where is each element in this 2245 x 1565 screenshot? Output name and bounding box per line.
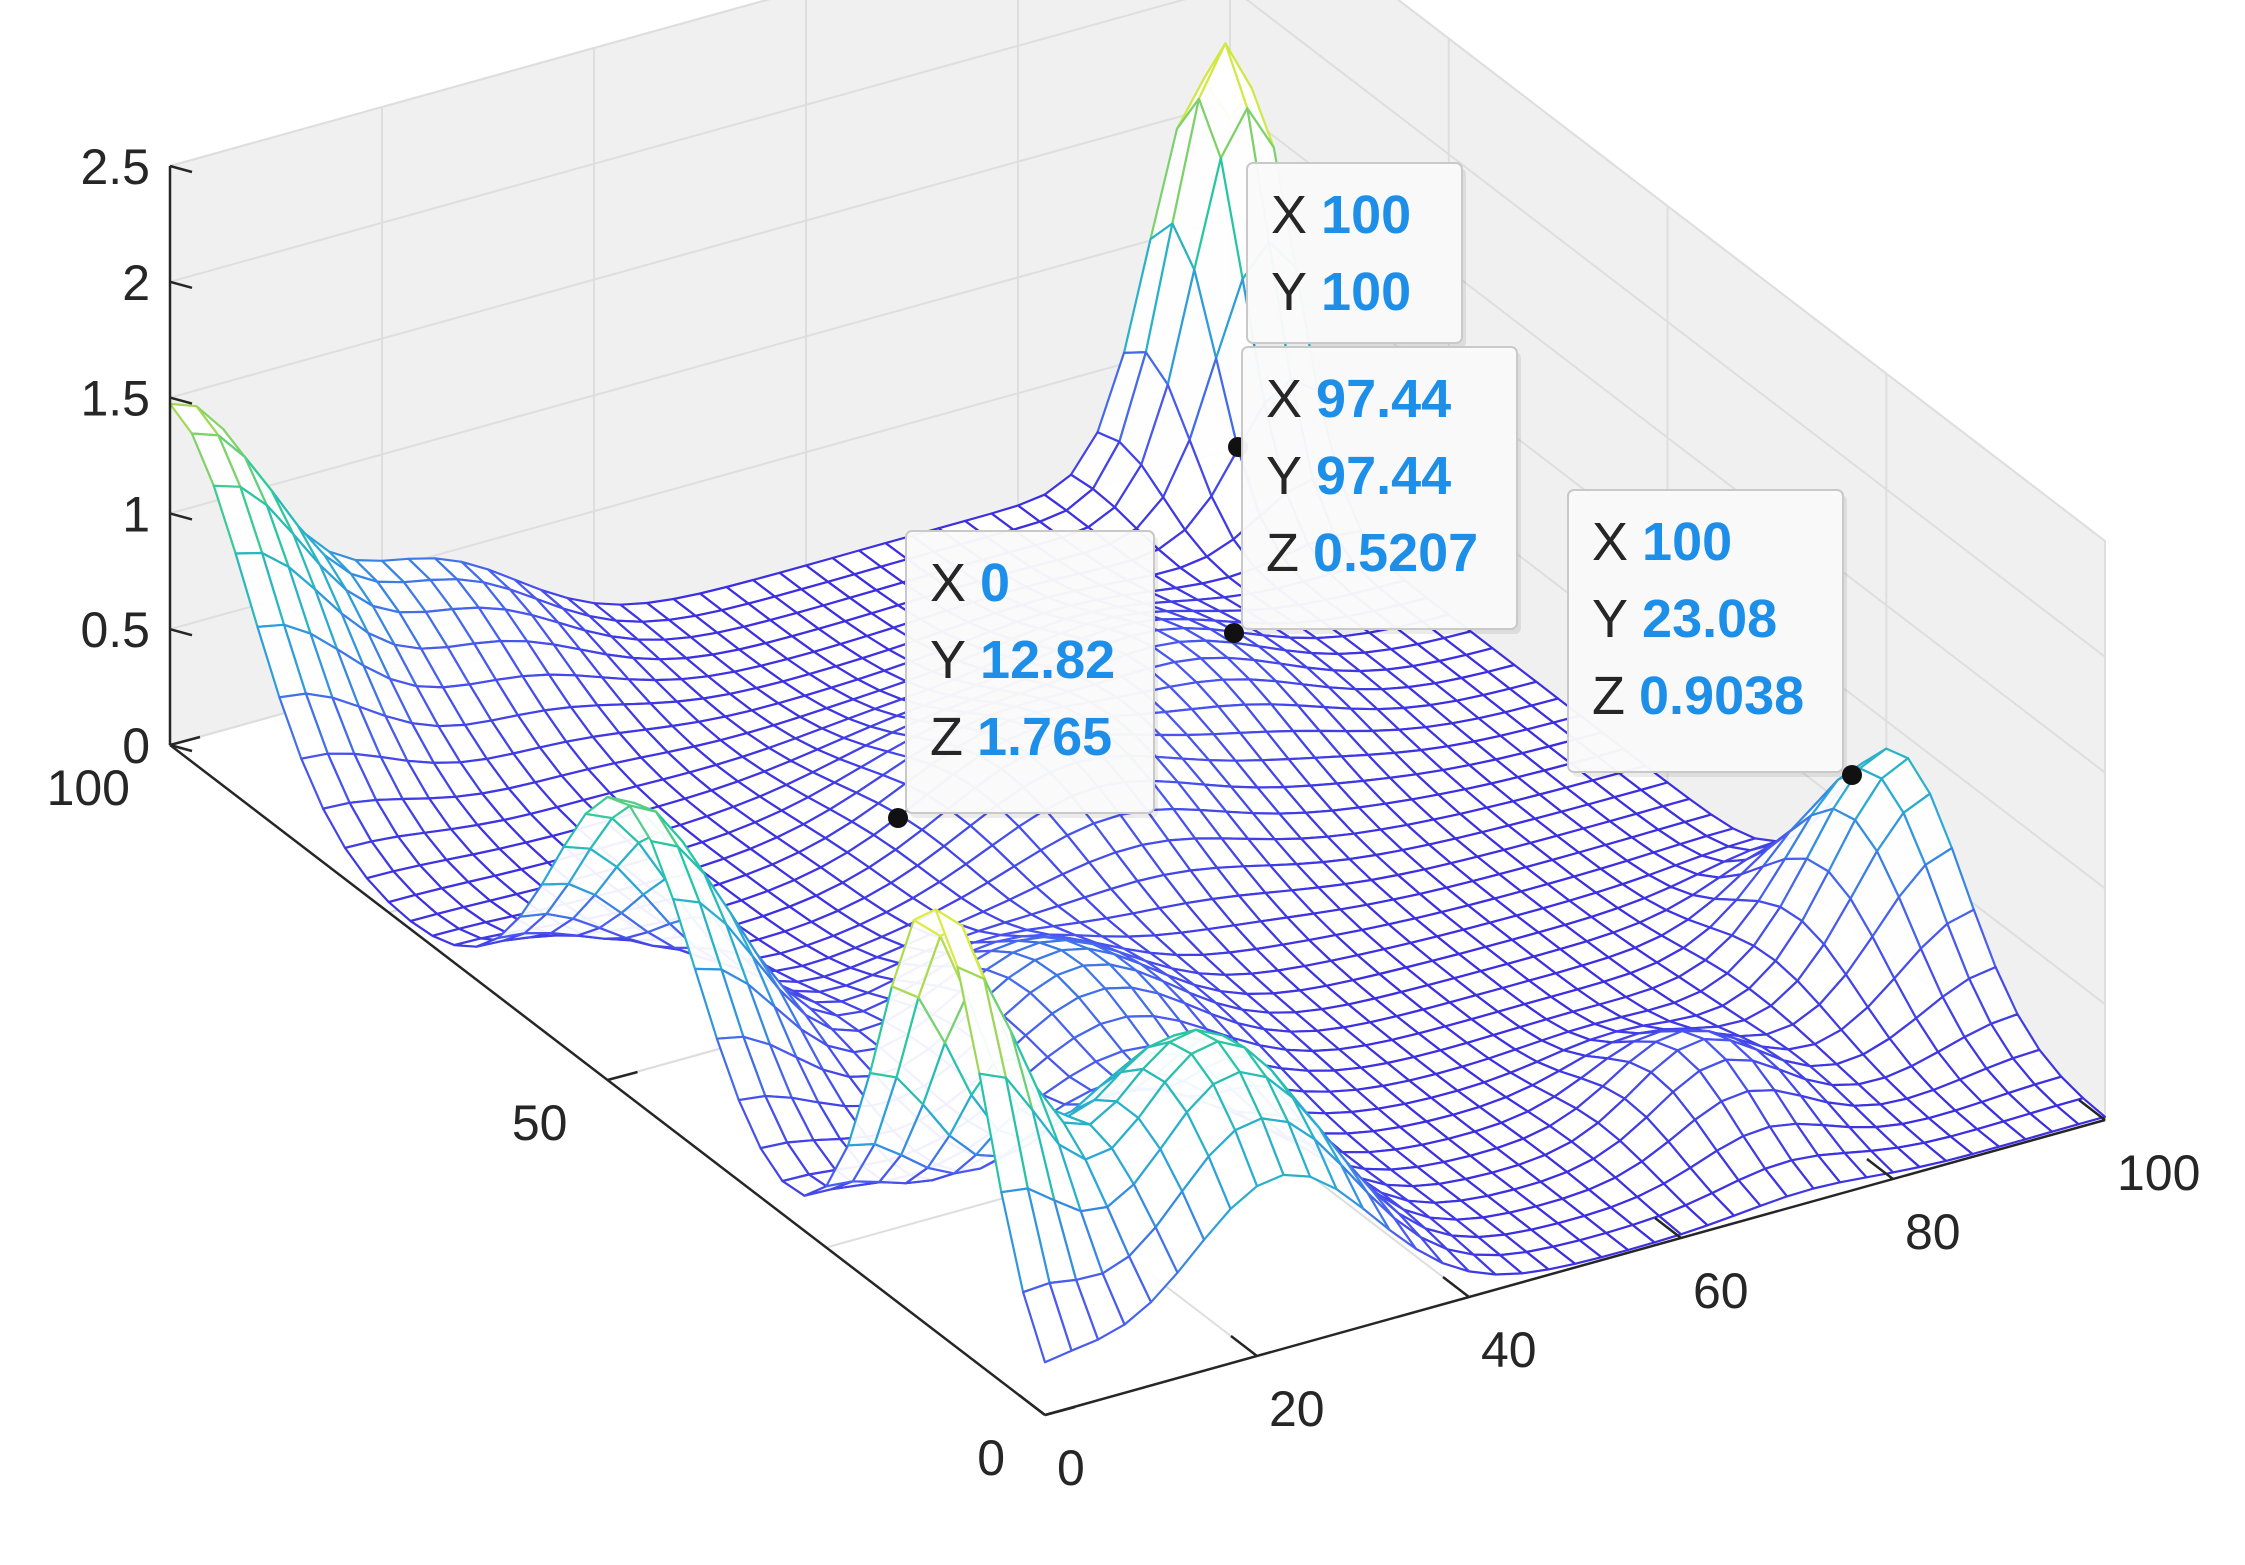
datatip-value: 12.82 bbox=[980, 630, 1115, 690]
datatip-box bbox=[1246, 162, 1463, 344]
datatip-key: X bbox=[930, 553, 966, 613]
datatip-key: X bbox=[1266, 369, 1302, 429]
datatip-row: Z 0.5207 bbox=[1266, 523, 1478, 583]
datatip-marker bbox=[888, 808, 908, 828]
datatip-box bbox=[1567, 489, 1844, 773]
x-tick-label: 20 bbox=[1269, 1381, 1325, 1437]
datatip-box bbox=[905, 530, 1155, 814]
datatip-row: Y 12.82 bbox=[930, 630, 1115, 690]
datatip-key: Y bbox=[930, 630, 966, 690]
x-tick-label: 60 bbox=[1693, 1263, 1749, 1319]
y-tick bbox=[1044, 1405, 1076, 1417]
datatip-row: Y 97.44 bbox=[1266, 446, 1451, 506]
z-tick-label: 0 bbox=[122, 718, 150, 774]
x-tick bbox=[1866, 1158, 1894, 1180]
datatip-value: 1.765 bbox=[977, 707, 1112, 767]
y-tick-label: 0 bbox=[977, 1430, 1005, 1486]
datatip-row: Y 23.08 bbox=[1592, 589, 1777, 649]
x-axis-line bbox=[1044, 1118, 2106, 1417]
datatip-value: 100 bbox=[1321, 262, 1411, 322]
datatip-row: Z 0.9038 bbox=[1592, 666, 1804, 726]
datatip: X 97.44Y 97.44Z 0.5207 bbox=[1224, 346, 1521, 643]
z-tick bbox=[169, 627, 193, 637]
x-tick-label: 0 bbox=[1057, 1440, 1085, 1496]
y-tick-label: 50 bbox=[512, 1095, 568, 1151]
z-tick bbox=[169, 743, 193, 753]
datatip-row: Y 100 bbox=[1271, 262, 1411, 322]
grid-line-z bbox=[169, 0, 2106, 542]
grid-line-z bbox=[169, 0, 2106, 658]
mesh-cell bbox=[1021, 1281, 1073, 1364]
x-tick bbox=[1018, 1394, 1046, 1416]
x-tick bbox=[1654, 1217, 1682, 1239]
datatip-marker bbox=[1224, 623, 1244, 643]
datatip-key: Z bbox=[1266, 523, 1299, 583]
z-tick bbox=[169, 164, 193, 174]
datatip-value: 100 bbox=[1642, 512, 1732, 572]
x-tick-label: 100 bbox=[2117, 1145, 2200, 1201]
datatip-row: X 100 bbox=[1592, 512, 1732, 572]
z-tick bbox=[169, 280, 193, 290]
z-tick bbox=[169, 512, 193, 521]
datatip-value: 0 bbox=[980, 553, 1010, 613]
z-tick-label: 0.5 bbox=[80, 602, 150, 658]
x-tick-label: 40 bbox=[1481, 1322, 1537, 1378]
datatip-value: 97.44 bbox=[1316, 446, 1451, 506]
datatip-key: Z bbox=[930, 707, 963, 767]
z-tick-label: 2 bbox=[122, 255, 150, 311]
datatip-row: X 97.44 bbox=[1266, 369, 1451, 429]
datatip-marker bbox=[1842, 765, 1862, 785]
z-tick-label: 1 bbox=[122, 486, 150, 542]
datatip-key: Y bbox=[1271, 262, 1307, 322]
x-tick-label: 80 bbox=[1905, 1204, 1961, 1260]
y-tick-label: 100 bbox=[47, 760, 130, 816]
datatip-key: Y bbox=[1266, 446, 1302, 506]
x-tick bbox=[1442, 1276, 1470, 1298]
datatip-row: Z 1.765 bbox=[930, 707, 1112, 767]
x-tick bbox=[2078, 1099, 2106, 1121]
datatip-row: X 100 bbox=[1271, 185, 1411, 245]
datatip-value: 97.44 bbox=[1316, 369, 1451, 429]
datatip-value: 23.08 bbox=[1642, 589, 1777, 649]
datatip-key: X bbox=[1271, 185, 1307, 245]
datatip-value: 0.9038 bbox=[1639, 666, 1804, 726]
datatip-value: 100 bbox=[1321, 185, 1411, 245]
z-tick-label: 2.5 bbox=[80, 139, 150, 195]
datatip-value: 0.5207 bbox=[1313, 523, 1478, 583]
datatip: X 0Y 12.82Z 1.765 bbox=[888, 530, 1158, 828]
datatip-key: Y bbox=[1592, 589, 1628, 649]
z-tick bbox=[169, 396, 193, 405]
z-tick-label: 1.5 bbox=[80, 371, 150, 427]
y-tick bbox=[169, 735, 201, 747]
datatip-box bbox=[1241, 346, 1518, 630]
x-tick bbox=[1230, 1335, 1258, 1357]
datatip-key: X bbox=[1592, 512, 1628, 572]
y-tick bbox=[607, 1070, 638, 1082]
datatip-key: Z bbox=[1592, 666, 1625, 726]
